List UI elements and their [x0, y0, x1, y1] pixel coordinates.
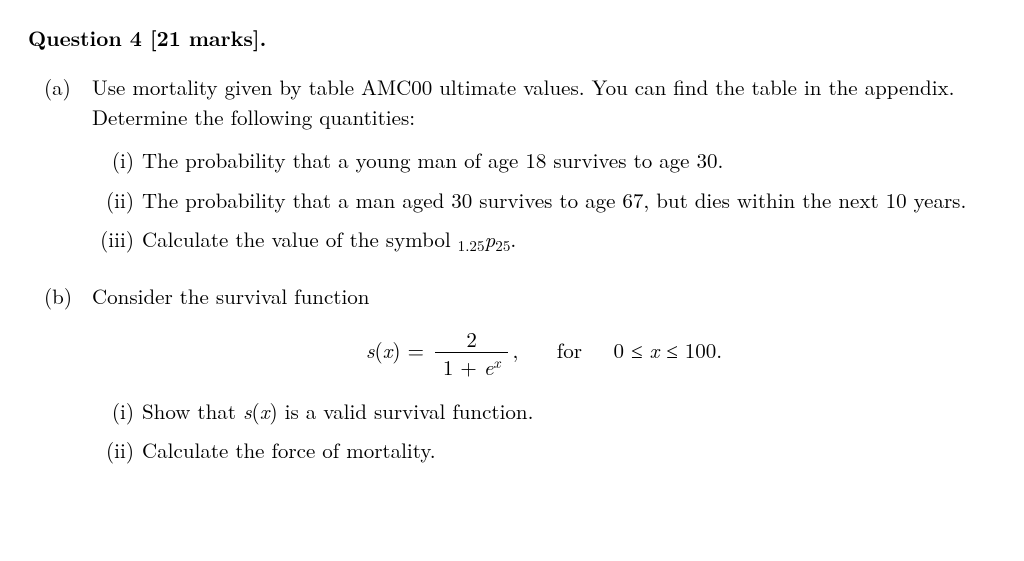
part-b-ii-text: Calculate the force of mortality.: [142, 436, 996, 465]
eq-den-exp: x: [493, 352, 500, 373]
part-b-i: (i) Show that s(x) is a valid survival f…: [92, 397, 996, 426]
part-b-label: (b): [28, 282, 92, 475]
eq-fn: s: [366, 335, 375, 365]
question-marks: [21 marks]: [150, 23, 260, 53]
b-i-p2: is a valid survival function.: [278, 396, 534, 426]
part-a-i: (i) The probability that a young man of …: [92, 146, 996, 175]
eq-range-var: x: [649, 335, 659, 365]
part-b: (b) Consider the survival function s(x) …: [28, 282, 996, 475]
eq-numerator: 2: [435, 328, 509, 353]
part-a-ii-label: (ii): [92, 186, 142, 215]
part-a: (a) Use mortality given by table AMC00 u…: [28, 73, 996, 266]
part-b-ii: (ii) Calculate the force of mortality.: [92, 436, 996, 465]
part-b-i-text: Show that s(x) is a valid survival funct…: [142, 397, 996, 426]
part-a-i-label: (i): [92, 146, 142, 175]
eq-den-e: e: [484, 352, 494, 382]
symbol-p: p: [485, 224, 496, 254]
eq-den-one: 1 +: [443, 352, 484, 382]
part-b-i-label: (i): [92, 397, 142, 426]
part-b-equation: s(x) = 2 1 + ex , for 0 ≤ x ≤ 100.: [92, 328, 996, 379]
b-i-p1: Show that: [142, 396, 243, 426]
part-b-intro: Consider the survival function: [92, 282, 996, 311]
part-b-ii-label: (ii): [92, 436, 142, 465]
part-a-iii-label: (iii): [92, 225, 142, 256]
question-label: Question 4: [28, 23, 142, 53]
eq-arg: x: [383, 335, 393, 365]
symbol-presub: 1.25: [458, 235, 485, 256]
part-a-body: Use mortality given by table AMC00 ultim…: [92, 73, 996, 266]
eq-for: for: [557, 335, 582, 365]
part-b-subparts: (i) Show that s(x) is a valid survival f…: [92, 397, 996, 466]
b-i-fn: s: [243, 396, 252, 426]
b-i-arg: x: [260, 396, 270, 426]
eq-range-lo: 0 ≤: [613, 335, 649, 365]
part-a-iii-prefix: Calculate the value of the symbol: [142, 224, 458, 254]
heading-period: .: [260, 23, 267, 53]
part-a-i-text: The probability that a young man of age …: [142, 146, 996, 175]
part-a-iii-text: Calculate the value of the symbol 1.25p2…: [142, 225, 996, 256]
question-heading: Question 4 [21 marks].: [28, 24, 996, 53]
eq-range-hi: ≤ 100.: [659, 335, 722, 365]
eq-comma: ,: [512, 335, 518, 365]
part-a-iii: (iii) Calculate the value of the symbol …: [92, 225, 996, 256]
eq-denominator: 1 + ex: [435, 353, 509, 379]
symbol-sub: 25: [495, 235, 510, 256]
part-a-text: Use mortality given by table AMC00 ultim…: [92, 73, 996, 132]
part-b-body: Consider the survival function s(x) = 2 …: [92, 282, 996, 475]
part-a-subparts: (i) The probability that a young man of …: [92, 146, 996, 256]
part-a-ii-text: The probability that a man aged 30 survi…: [142, 186, 996, 215]
part-a-iii-period: .: [510, 224, 516, 254]
part-a-ii: (ii) The probability that a man aged 30 …: [92, 186, 996, 215]
eq-fraction: 2 1 + ex: [435, 328, 509, 379]
part-a-label: (a): [28, 73, 92, 266]
